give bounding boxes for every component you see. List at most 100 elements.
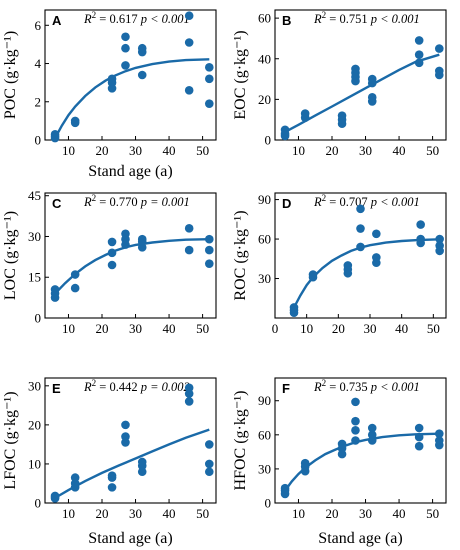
panel-d: 0 10 20 30 40 50 30 60 90 D R2 = 0.707 p < 0.001 RO… xyxy=(232,192,447,336)
data-point xyxy=(434,66,444,76)
data-point xyxy=(107,483,117,492)
x-tick-label: 10 xyxy=(62,321,75,336)
x-tick-label: 20 xyxy=(326,143,339,158)
x-tick-label: 20 xyxy=(96,143,109,158)
data-point xyxy=(184,397,194,406)
r2-value: = 0.735 xyxy=(326,380,371,394)
data-point xyxy=(367,93,377,102)
data-point xyxy=(204,440,214,449)
r2-superscript: 2 xyxy=(322,193,327,203)
x-tick-label: 50 xyxy=(426,506,439,521)
r2-superscript: 2 xyxy=(322,10,327,20)
panel-letter: D xyxy=(282,196,291,211)
y-tick-label: 45 xyxy=(28,188,41,203)
data-point xyxy=(70,473,80,482)
r2-symbol: R xyxy=(313,380,322,394)
data-point xyxy=(50,491,60,501)
data-point xyxy=(280,483,290,493)
y-tick-label: 2 xyxy=(35,94,42,109)
data-point xyxy=(414,58,424,68)
r2-superscript: 2 xyxy=(92,378,97,388)
r2-value: = 0.770 xyxy=(96,195,141,209)
data-point xyxy=(367,430,377,440)
y-tick-label: 15 xyxy=(28,270,41,285)
x-tick-label: 10 xyxy=(292,506,305,521)
panel-b: 10 20 30 40 50 0 20 40 60 B R2 = 0.751 p < 0.001 EO… xyxy=(232,9,447,158)
x-tick-label: 0 xyxy=(272,321,279,336)
panel-letter: E xyxy=(52,381,61,396)
data-point xyxy=(356,242,365,252)
data-point xyxy=(414,441,424,451)
r2-symbol: R xyxy=(83,195,92,209)
data-point xyxy=(351,436,360,445)
data-point xyxy=(184,11,194,21)
r2-superscript: 2 xyxy=(92,193,97,203)
y-tick-label: 90 xyxy=(258,192,271,207)
y-tick-label: 30 xyxy=(258,461,271,476)
data-point xyxy=(121,229,130,239)
data-point xyxy=(121,420,130,430)
stat-text: R2 = 0.617 p < 0.001 xyxy=(83,10,190,26)
panel-c: 10 20 30 40 50 0 15 30 45 C R2 = 0.770 p = 0.001 LO… xyxy=(2,188,217,336)
data-point xyxy=(107,237,117,247)
x-tick-label: 10 xyxy=(62,143,75,158)
data-point xyxy=(204,459,214,469)
y-tick-label: 6 xyxy=(35,18,42,33)
panel-letter: B xyxy=(282,13,291,28)
x-tick-label: 30 xyxy=(129,506,142,521)
data-point xyxy=(204,234,214,244)
y-tick-label: 0 xyxy=(35,311,42,326)
y-axis-title: HFOC (g·kg⁻¹) xyxy=(232,391,249,491)
data-point xyxy=(435,234,444,244)
y-tick-label: 20 xyxy=(258,92,271,107)
x-tick-label: 10 xyxy=(292,143,305,158)
x-tick-label: 20 xyxy=(326,506,339,521)
y-tick-label: 4 xyxy=(35,56,42,71)
r2-symbol: R xyxy=(313,195,322,209)
data-point xyxy=(416,234,425,244)
x-tick-label: 40 xyxy=(163,506,176,521)
x-axis-title: Stand age (a) xyxy=(318,530,402,547)
data-point xyxy=(70,283,80,293)
x-tick-label: 10 xyxy=(300,321,313,336)
data-point xyxy=(435,241,444,250)
plot-frame xyxy=(44,192,217,319)
data-point xyxy=(204,99,214,108)
data-point xyxy=(372,229,381,239)
x-tick-label: 40 xyxy=(393,506,406,521)
y-axis-title: EOC (g·kg⁻¹) xyxy=(232,30,249,119)
p-value: p < 0.001 xyxy=(370,195,420,209)
data-point xyxy=(121,432,130,441)
y-tick-label: 0 xyxy=(35,496,42,511)
stat-text: R2 = 0.707 p < 0.001 xyxy=(313,193,420,209)
x-axis-title: Stand age (a) xyxy=(88,163,172,180)
y-tick-label: 20 xyxy=(28,417,41,432)
data-point xyxy=(434,429,444,438)
x-tick-label: 50 xyxy=(196,506,209,521)
data-point xyxy=(204,63,214,72)
y-tick-label: 30 xyxy=(28,229,41,244)
p-value: p = 0.002 xyxy=(140,380,190,394)
panel-letter: A xyxy=(52,13,62,28)
y-tick-label: 60 xyxy=(258,427,271,442)
data-point xyxy=(50,285,60,294)
x-tick-label: 30 xyxy=(364,321,377,336)
y-tick-label: 0 xyxy=(35,133,42,148)
data-point xyxy=(414,432,424,442)
data-point xyxy=(367,423,377,433)
data-point xyxy=(204,245,214,255)
stat-text: R2 = 0.751 p < 0.001 xyxy=(313,10,420,26)
x-tick-label: 30 xyxy=(129,143,142,158)
x-tick-label: 40 xyxy=(393,143,406,158)
data-point xyxy=(184,383,194,393)
data-point xyxy=(414,50,424,59)
panel-e: 10 20 30 40 50 0 10 20 30 E R2 = 0.442 p = 0.002 LF… xyxy=(2,377,217,547)
r2-value: = 0.751 xyxy=(326,12,371,26)
data-point xyxy=(137,70,147,80)
plot-frame xyxy=(44,377,217,504)
data-point xyxy=(308,270,318,279)
data-point xyxy=(137,234,147,244)
data-point xyxy=(414,423,424,433)
